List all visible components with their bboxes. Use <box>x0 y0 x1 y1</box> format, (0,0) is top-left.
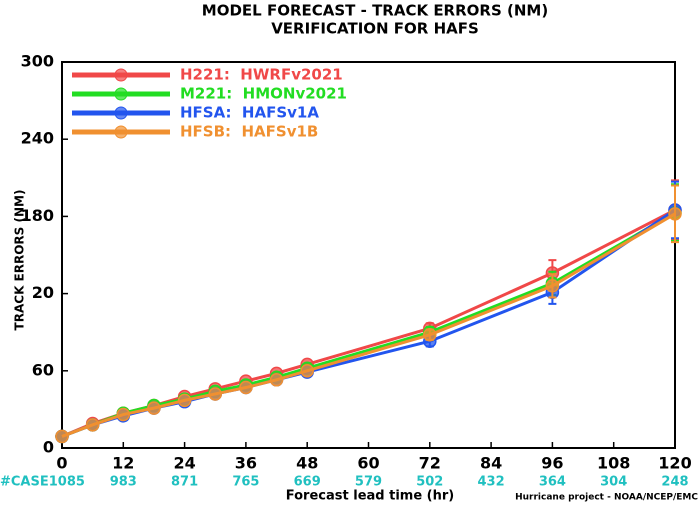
data-point <box>239 380 253 395</box>
case-count: #CASE1085 <box>0 475 85 490</box>
data-point <box>668 207 682 221</box>
legend-label: HFSB: HAFSv1B <box>180 123 318 141</box>
case-count: 983 <box>110 475 137 490</box>
data-point <box>545 279 560 293</box>
case-count: 502 <box>416 475 443 490</box>
case-count: 248 <box>661 475 688 490</box>
footer: Hurricane project - NOAA/NCEP/EMC <box>515 493 698 503</box>
legend-marker <box>114 106 128 120</box>
data-point <box>177 393 192 408</box>
case-count: 432 <box>478 475 505 490</box>
x-axis-label: Forecast lead time (hr) <box>286 489 454 504</box>
case-count: 579 <box>355 475 382 490</box>
chart-title: MODEL FORECAST - TRACK ERRORS (NM) <box>202 2 548 20</box>
y-tick-label: 240 <box>21 129 54 148</box>
x-tick-label: 24 <box>173 454 195 473</box>
legend-marker <box>114 68 128 82</box>
plot-frame <box>61 61 676 449</box>
legend-label: HFSA: HAFSv1A <box>180 104 319 122</box>
x-tick-label: 84 <box>480 454 502 473</box>
y-axis-label: TRACK ERRORS (NM) <box>13 190 27 331</box>
data-point <box>116 407 131 422</box>
x-tick-label: 36 <box>235 454 257 473</box>
x-tick-label: 60 <box>357 454 379 473</box>
data-point <box>208 387 222 401</box>
legend-marker <box>114 87 128 101</box>
case-count: 304 <box>600 475 627 490</box>
data-point <box>269 373 284 387</box>
y-tick-label: 20 <box>32 283 54 302</box>
legend-label: M221: HMONv2021 <box>180 85 347 103</box>
case-count: 765 <box>232 475 259 490</box>
y-tick-label: 300 <box>21 52 54 71</box>
y-tick-label: 0 <box>43 438 54 457</box>
legend-marker <box>114 125 128 139</box>
y-tick-label: 60 <box>32 360 54 379</box>
case-count: 669 <box>294 475 321 490</box>
x-tick-label: 48 <box>296 454 318 473</box>
data-point <box>423 328 437 342</box>
legend-label: H221: HWRFv2021 <box>180 66 343 84</box>
data-point <box>300 364 314 378</box>
x-tick-label: 72 <box>419 454 441 473</box>
x-tick-label: 108 <box>597 454 630 473</box>
x-tick-label: 12 <box>112 454 134 473</box>
x-tick-label: 120 <box>658 454 691 473</box>
data-point <box>55 429 69 444</box>
x-tick-label: 0 <box>56 454 67 473</box>
y-tick-label: 180 <box>21 206 54 225</box>
case-count: 364 <box>539 475 566 490</box>
chart-subtitle: VERIFICATION FOR HAFS <box>271 20 479 38</box>
data-point <box>147 401 161 415</box>
x-tick-label: 96 <box>541 454 563 473</box>
case-count: 871 <box>171 475 198 490</box>
data-point <box>85 418 100 432</box>
